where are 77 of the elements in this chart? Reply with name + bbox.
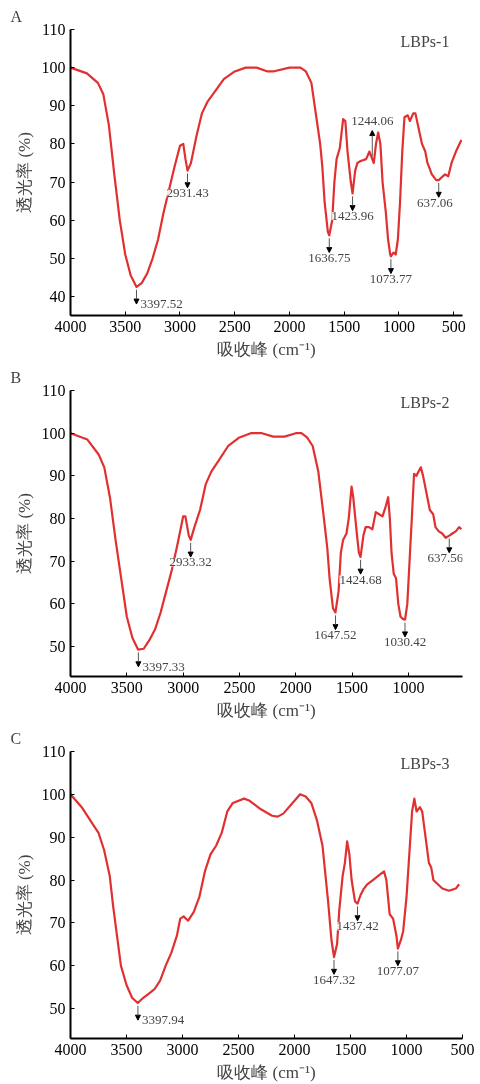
annotation: 3397.52 bbox=[140, 296, 183, 312]
y-tick-label: 70 bbox=[49, 914, 66, 932]
annotation: LBPs-2 bbox=[400, 393, 450, 411]
x-tick-label: 500 bbox=[450, 1040, 475, 1058]
y-axis-title: 透光率 (%) bbox=[14, 854, 34, 936]
y-tick-label: 90 bbox=[49, 467, 66, 485]
x-tick-label: 1500 bbox=[334, 1040, 367, 1058]
y-tick-label: 110 bbox=[42, 743, 66, 760]
x-tick-label: 3500 bbox=[110, 1040, 143, 1058]
y-tick-label: 90 bbox=[49, 828, 66, 846]
y-tick-label: 80 bbox=[49, 135, 66, 153]
annotation: 1030.42 bbox=[383, 634, 427, 650]
line-series bbox=[70, 432, 463, 651]
chart-title: B bbox=[10, 368, 22, 386]
annotation: 1636.75 bbox=[308, 250, 351, 266]
annotation: 1647.32 bbox=[312, 971, 356, 987]
annotation: 1073.77 bbox=[369, 270, 413, 286]
y-tick-label: 60 bbox=[49, 957, 66, 975]
y-tick-label: 50 bbox=[49, 249, 66, 267]
x-tick-label: 2000 bbox=[279, 678, 312, 696]
x-axis-title: 吸收峰 (cm⁻¹) bbox=[217, 700, 316, 720]
annotation: LBPs-3 bbox=[400, 754, 450, 772]
y-tick-label: 100 bbox=[41, 785, 66, 803]
y-tick-label: 110 bbox=[42, 21, 66, 38]
x-tick-label: 2500 bbox=[218, 317, 251, 335]
y-axis-title: 透光率 (%) bbox=[14, 493, 34, 574]
y-tick-label: 80 bbox=[49, 871, 66, 889]
annotation: 1647.52 bbox=[314, 627, 357, 643]
annotation: 3397.33 bbox=[142, 658, 185, 674]
y-tick-label: 80 bbox=[49, 510, 66, 528]
y-axis-title: 透光率 (%) bbox=[14, 132, 34, 213]
annotation: 637.56 bbox=[427, 550, 464, 566]
x-tick-label: 500 bbox=[441, 317, 466, 335]
annotation: 2931.43 bbox=[166, 185, 209, 201]
y-tick-label: 60 bbox=[49, 595, 66, 613]
y-tick-label: 60 bbox=[49, 211, 66, 229]
x-tick-label: 3000 bbox=[164, 317, 196, 335]
x-tick-label: 1000 bbox=[390, 1040, 423, 1058]
x-tick-label: 2000 bbox=[273, 317, 306, 335]
annotation: 1424.68 bbox=[339, 571, 382, 587]
y-tick-label: 40 bbox=[49, 287, 66, 305]
annotation: 1423.96 bbox=[331, 208, 375, 224]
x-tick-label: 2000 bbox=[278, 1040, 311, 1058]
y-tick-label: 90 bbox=[49, 97, 66, 115]
annotation: 2933.32 bbox=[169, 554, 212, 570]
annotation: 637.06 bbox=[416, 194, 454, 210]
annotation: 1077.07 bbox=[376, 963, 420, 979]
x-tick-label: 3500 bbox=[110, 678, 143, 696]
annotation: 1437.42 bbox=[336, 918, 379, 934]
chart-title: A bbox=[10, 7, 23, 25]
chart-title: C bbox=[10, 729, 22, 747]
x-tick-label: 4000 bbox=[54, 1040, 87, 1058]
y-tick-label: 100 bbox=[41, 59, 66, 77]
y-tick-label: 100 bbox=[41, 424, 66, 442]
x-tick-label: 3000 bbox=[167, 678, 200, 696]
x-tick-label: 3000 bbox=[166, 1040, 199, 1058]
x-tick-label: 1500 bbox=[336, 678, 369, 696]
x-tick-label: 1500 bbox=[328, 317, 361, 335]
annotation: 3397.94 bbox=[141, 1012, 185, 1028]
x-tick-label: 2500 bbox=[223, 678, 256, 696]
y-tick-label: 70 bbox=[49, 173, 66, 191]
x-tick-label: 1000 bbox=[382, 317, 415, 335]
x-tick-label: 3500 bbox=[109, 317, 142, 335]
x-axis-title: 吸收峰 (cm⁻¹) bbox=[217, 1062, 316, 1082]
x-axis-title: 吸收峰 (cm⁻¹) bbox=[217, 339, 316, 359]
annotation: 1244.06 bbox=[351, 112, 394, 128]
y-tick-label: 70 bbox=[49, 552, 66, 570]
annotation: LBPs-1 bbox=[400, 32, 450, 50]
line-series bbox=[70, 66, 463, 288]
x-tick-label: 4000 bbox=[54, 678, 87, 696]
x-tick-label: 1000 bbox=[392, 678, 425, 696]
y-tick-label: 110 bbox=[42, 382, 66, 399]
x-tick-label: 4000 bbox=[54, 317, 87, 335]
x-tick-label: 2500 bbox=[222, 1040, 255, 1058]
line-series bbox=[70, 793, 461, 1005]
y-tick-label: 50 bbox=[49, 638, 66, 656]
y-tick-label: 50 bbox=[49, 1000, 66, 1018]
